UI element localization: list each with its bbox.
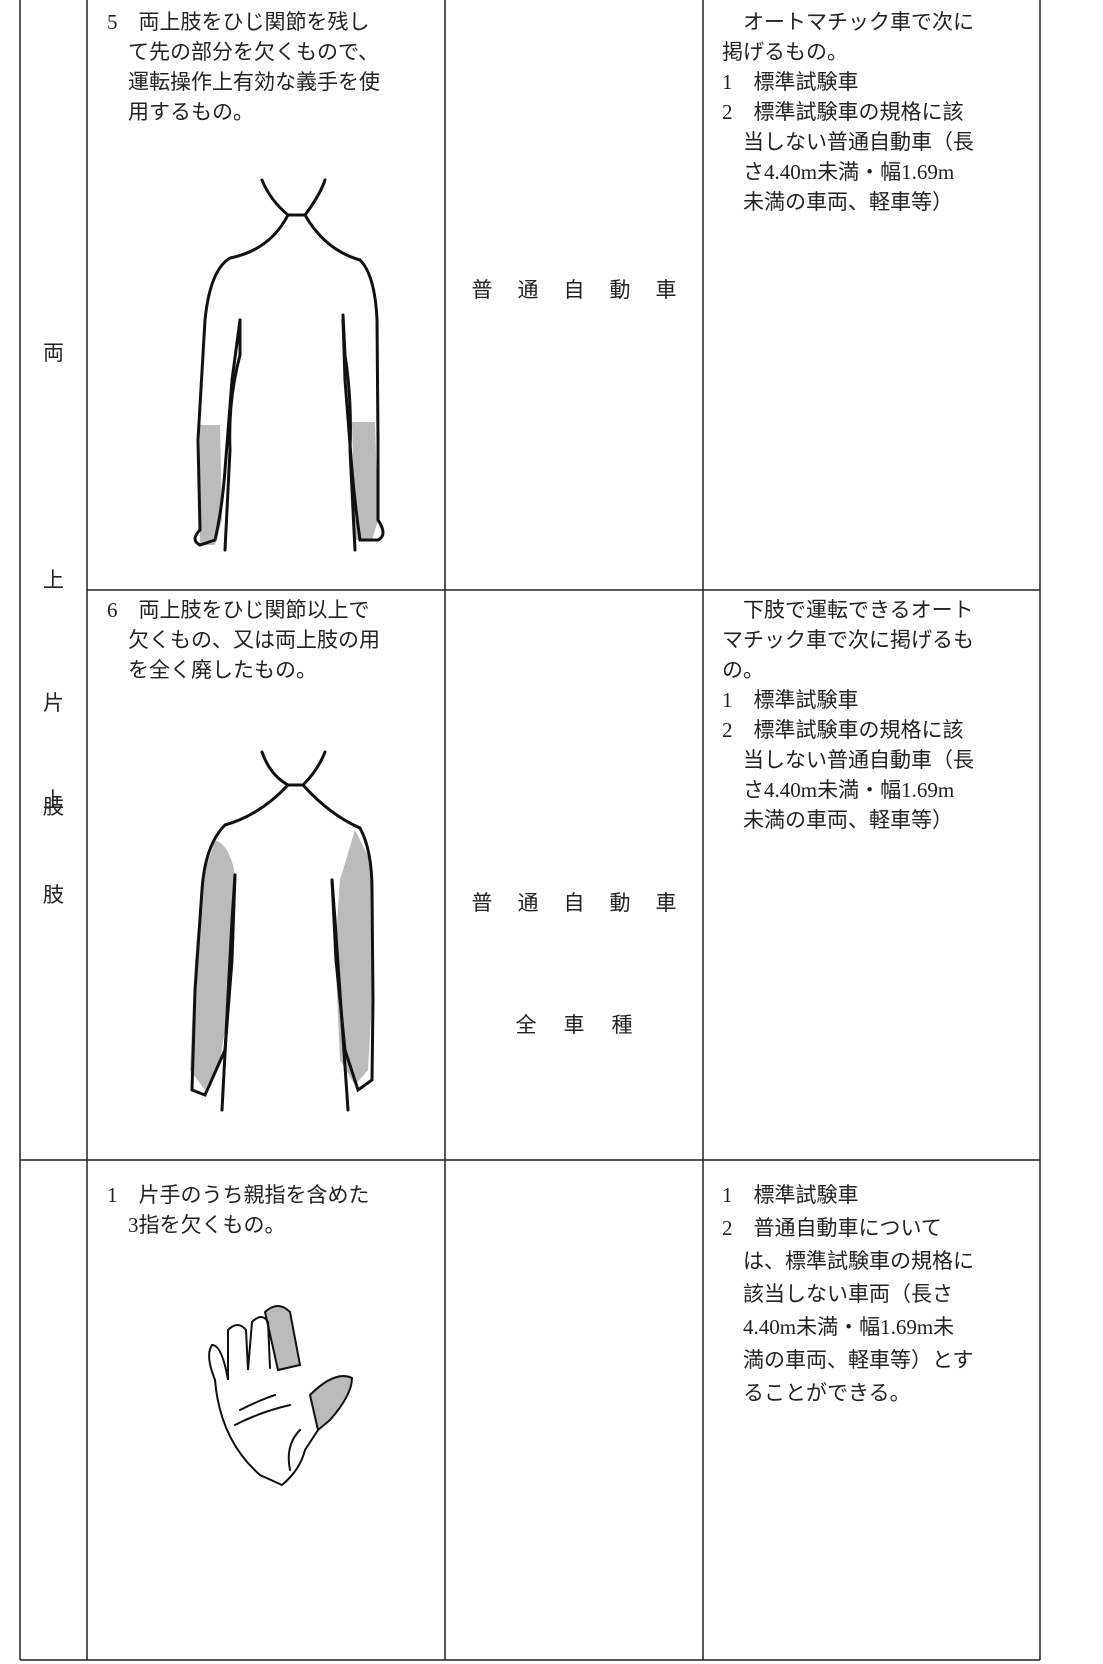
requirement-line: 2 普通自動車について	[722, 1216, 942, 1240]
requirement-line: マチック車で次に掲げるも	[722, 628, 974, 652]
requirement-line: 未満の車両、軽車等）	[722, 808, 953, 832]
requirement-line: は、標準試験車の規格に	[722, 1249, 974, 1273]
condition-line: 5 両上肢をひじ関節を残し	[107, 10, 370, 34]
requirement-line: さ4.40m未満・幅1.69m	[722, 778, 955, 802]
requirement-line: 未満の車両、軽車等）	[722, 190, 953, 214]
requirement-line: 4.40m未満・幅1.69m未	[722, 1315, 955, 1339]
category-char: 肢	[43, 883, 64, 907]
category-char: 上	[43, 568, 64, 592]
requirement-line: オートマチック車で次に	[722, 10, 974, 34]
category-char: 片	[43, 691, 64, 715]
requirement-line: の。	[722, 658, 764, 682]
requirement-line: 下肢で運転できるオート	[722, 598, 974, 622]
vehicle: 普通自動車	[471, 278, 702, 302]
condition-line: 欠くもの、又は両上肢の用	[107, 628, 380, 652]
requirement-line: 当しない普通自動車（長	[722, 130, 974, 154]
vehicle: 普通自動車	[471, 891, 702, 915]
requirement-line: 該当しない車両（長さ	[722, 1282, 953, 1306]
requirement-line: 当しない普通自動車（長	[722, 748, 974, 772]
condition-line: を全く廃したもの。	[107, 658, 317, 682]
requirement-line: 2 標準試験車の規格に該	[722, 100, 964, 124]
requirement-line: 1 標準試験車	[722, 688, 859, 712]
requirement-line: 掲げるもの。	[722, 40, 848, 64]
requirement-line: 満の車両、軽車等）とす	[722, 1348, 974, 1372]
condition-line: て先の部分を欠くもので、	[107, 40, 380, 64]
condition-line: 1 片手のうち親指を含めた	[107, 1183, 370, 1207]
requirement-line: 2 標準試験車の規格に該	[722, 718, 964, 742]
category-char: 両	[43, 341, 64, 365]
condition-line: 6 両上肢をひじ関節以上で	[107, 598, 370, 622]
figure-arms	[190, 750, 375, 1112]
requirement-line: 1 標準試験車	[722, 70, 859, 94]
vehicle: 全車種	[515, 1013, 660, 1037]
condition-line: 運転操作上有効な義手を使	[107, 70, 380, 94]
category-char: 肢	[43, 795, 64, 819]
condition-line: 3指を欠くもの。	[107, 1213, 286, 1237]
figure-forearms	[193, 178, 385, 552]
requirement-line: ることができる。	[722, 1381, 911, 1405]
condition-line: 用するもの。	[107, 100, 254, 124]
requirement-line: 1 標準試験車	[722, 1183, 859, 1207]
figure-hand	[208, 1305, 354, 1487]
category-char: 上	[43, 788, 64, 812]
requirement-line: さ4.40m未満・幅1.69m	[722, 160, 955, 184]
